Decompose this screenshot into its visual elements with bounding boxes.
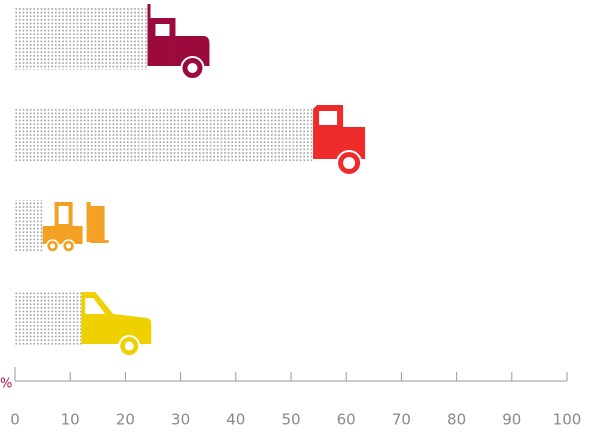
x-tick-label: 10 — [61, 411, 80, 429]
load — [90, 206, 105, 242]
hub — [50, 243, 56, 249]
bar — [15, 107, 314, 161]
x-tick-label: 50 — [281, 411, 300, 429]
hood — [175, 36, 210, 66]
x-tick-label: 0 — [10, 411, 20, 429]
bar — [15, 292, 82, 346]
x-tick-label: 90 — [502, 411, 521, 429]
x-tick-label: 100 — [553, 411, 582, 429]
x-tick-label: 60 — [337, 411, 356, 429]
bar — [15, 8, 148, 70]
hub — [66, 243, 72, 249]
bar — [15, 200, 43, 252]
x-tick-label: 20 — [116, 411, 135, 429]
mast — [86, 202, 91, 242]
fork — [90, 240, 109, 243]
window — [319, 111, 338, 125]
x-tick-label: 80 — [447, 411, 466, 429]
vehicle-icon — [42, 202, 109, 253]
x-tick-label: 40 — [226, 411, 245, 429]
axis-unit: % — [0, 377, 12, 392]
window — [85, 298, 106, 314]
vehicle-icon — [313, 105, 366, 176]
window — [155, 24, 170, 36]
x-tick-label: 70 — [392, 411, 411, 429]
vehicle-icon — [147, 4, 210, 80]
hub — [124, 341, 134, 351]
exhaust — [147, 4, 151, 24]
window — [58, 206, 69, 224]
hub — [187, 63, 198, 73]
body — [81, 292, 152, 344]
vehicle-icon — [81, 292, 152, 357]
hub — [343, 157, 356, 169]
x-tick-label: 30 — [171, 411, 190, 429]
